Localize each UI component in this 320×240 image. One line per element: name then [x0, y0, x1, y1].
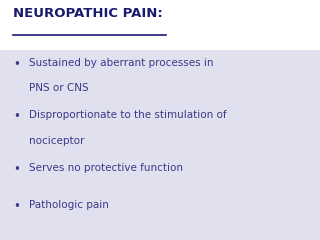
- Text: nociceptor: nociceptor: [29, 136, 84, 146]
- Text: PNS or CNS: PNS or CNS: [29, 83, 88, 93]
- Text: •: •: [13, 110, 20, 123]
- Text: Disproportionate to the stimulation of: Disproportionate to the stimulation of: [29, 110, 227, 120]
- Text: Sustained by aberrant processes in: Sustained by aberrant processes in: [29, 58, 213, 68]
- Text: •: •: [13, 58, 20, 71]
- Text: •: •: [13, 163, 20, 176]
- Text: Pathologic pain: Pathologic pain: [29, 200, 109, 210]
- Text: NEUROPATHIC PAIN:: NEUROPATHIC PAIN:: [13, 7, 163, 20]
- Text: Serves no protective function: Serves no protective function: [29, 163, 183, 173]
- Bar: [0, 0, 320, 50]
- Text: •: •: [13, 200, 20, 213]
- Bar: [0, 50, 320, 240]
